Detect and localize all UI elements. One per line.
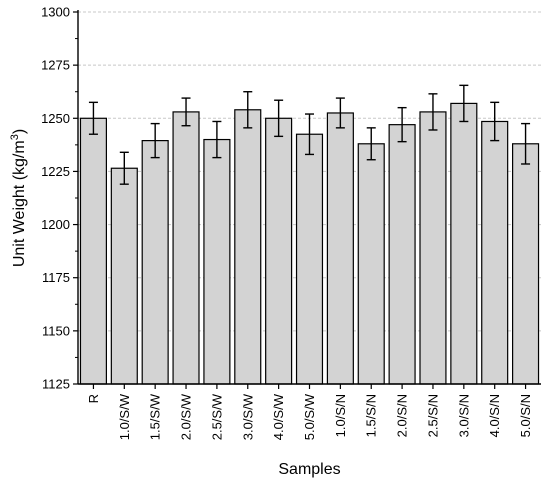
y-tick-label: 1200 — [41, 217, 70, 232]
bar-2-5-S-W — [203, 138, 231, 385]
x-tick-label: 2.5/S/N — [425, 394, 440, 437]
error-bar — [397, 106, 407, 143]
bar-R — [79, 117, 107, 385]
x-tick-labels: R 1.0/S/W 1.5/S/W 2.0/S/W 2.5/S/W 3.0/S/W 4.0/… — [86, 393, 533, 440]
error-bar — [490, 101, 500, 142]
x-tick-label: R — [86, 394, 101, 403]
y-axis-title-main: Unit Weight (kg/m — [11, 140, 28, 267]
error-bar — [459, 84, 469, 123]
x-tick-label: 1.5/S/W — [148, 393, 163, 440]
error-bar — [181, 97, 191, 127]
y-axis-title-suffix: ) — [11, 129, 28, 134]
x-tick-label: 2.0/S/W — [179, 393, 194, 440]
error-bars — [88, 84, 531, 185]
bar-3-0-S-W — [234, 109, 262, 385]
x-tick-label: 4.0/S/N — [487, 394, 502, 437]
error-bar — [335, 97, 345, 129]
x-tick-label: 2.0/S/N — [395, 394, 410, 437]
x-tick-label: 5.0/S/W — [302, 393, 317, 440]
error-bar — [274, 99, 284, 138]
y-tick-labels: 1125 1150 1175 1200 1225 1250 1275 1300 — [41, 5, 70, 392]
error-bar — [305, 113, 314, 156]
bar-5-0-S-N — [512, 143, 540, 385]
y-tick-label: 1275 — [41, 58, 70, 73]
x-tick-label: 1.0/S/N — [333, 394, 348, 437]
error-bar — [243, 91, 253, 129]
error-bar — [428, 93, 438, 131]
y-axis-title-superscript: 3 — [9, 134, 21, 140]
x-tick-label: 3.0/S/N — [456, 394, 471, 437]
axes — [73, 10, 541, 389]
error-bar — [212, 120, 222, 159]
bar-1-5-S-N — [357, 143, 385, 385]
bar-3-0-S-N — [450, 102, 478, 385]
error-bar — [150, 122, 160, 159]
x-tick-label: 1.5/S/N — [364, 394, 379, 437]
bar-1-0-S-N — [326, 112, 354, 385]
x-tick-label: 2.5/S/W — [209, 393, 224, 440]
x-tick-label: 1.0/S/W — [117, 393, 132, 440]
x-axis-title: Samples — [278, 461, 340, 478]
bar-2-0-S-N — [388, 124, 416, 385]
y-tick-label: 1175 — [42, 270, 70, 285]
error-bar — [119, 151, 129, 185]
x-tick-label: 5.0/S/N — [518, 394, 533, 437]
bar-2-0-S-W — [172, 111, 200, 385]
bar-2-5-S-N — [419, 111, 447, 385]
bar-5-0-S-W — [295, 133, 324, 385]
y-tick-label: 1250 — [41, 111, 70, 126]
y-tick-label: 1300 — [41, 5, 70, 20]
bars — [79, 102, 540, 385]
bar-4-0-S-N — [481, 120, 509, 385]
x-tick-label: 3.0/S/W — [240, 393, 255, 440]
error-bar — [521, 122, 531, 165]
bar-1-0-S-W — [110, 167, 138, 385]
y-tick-label: 1125 — [42, 377, 70, 392]
error-bar — [366, 127, 376, 161]
y-axis-title: Unit Weight (kg/m3) — [9, 129, 28, 267]
error-bar — [88, 101, 98, 135]
bar-4-0-S-W — [265, 117, 293, 385]
y-tick-label: 1150 — [42, 323, 70, 338]
x-tick-label: 4.0/S/W — [271, 393, 286, 440]
y-tick-label: 1225 — [41, 164, 70, 179]
bar-1-5-S-W — [141, 140, 169, 385]
